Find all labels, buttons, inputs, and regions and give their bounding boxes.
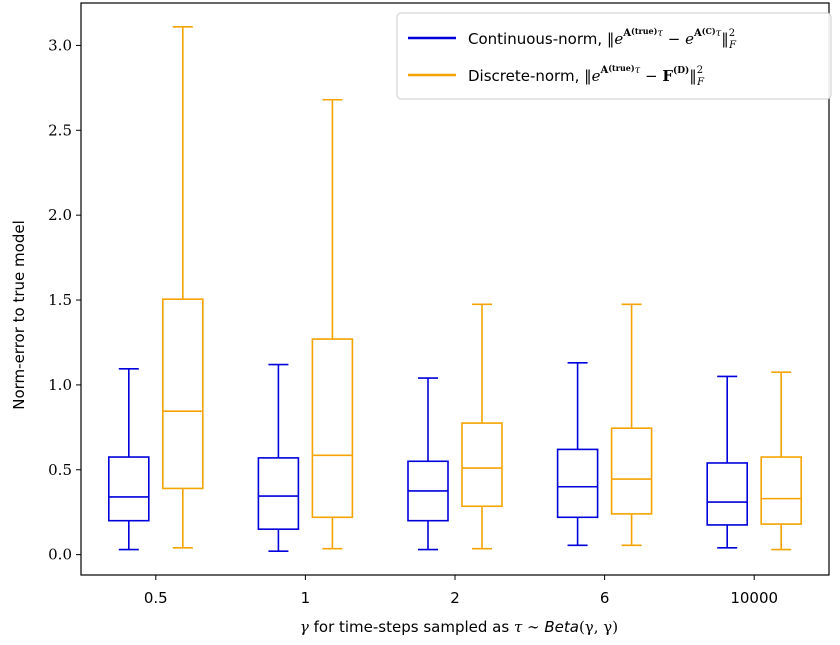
y-axis: 0.0 0.5 1.0 1.5 2.0 2.5 3.0 [48, 36, 81, 564]
box-discrete-0.5 [162, 25, 204, 549]
box-discrete-1 [311, 98, 354, 550]
legend-frame [396, 12, 832, 100]
x-axis-label-tau: τ ∼ [514, 618, 544, 636]
x-tick-label: 1 [301, 589, 311, 607]
box-continuous-10000 [706, 375, 749, 549]
box-series [108, 25, 803, 553]
box-iqr [461, 422, 503, 508]
x-tick-label: 10000 [730, 589, 778, 607]
box-iqr [311, 338, 354, 519]
box-continuous-1 [257, 363, 300, 553]
y-tick-label: 2.5 [48, 121, 72, 139]
y-tick-label: 0.0 [48, 546, 72, 564]
box-iqr [760, 456, 803, 525]
box-continuous-0.5 [108, 367, 150, 551]
legend: Continuous-norm, ‖eA(true)τ − eA(C)τ‖2 F … [396, 12, 832, 100]
box-iqr [108, 456, 150, 522]
x-axis-label-args: (γ, γ) [579, 618, 618, 636]
x-axis: 0.5 1 2 6 10000 [144, 575, 778, 607]
y-axis-label: Norm-error to true model [10, 220, 28, 410]
box-discrete-2 [461, 303, 503, 550]
box-discrete-10000 [760, 371, 803, 551]
x-axis-label-gamma: γ [300, 618, 309, 636]
box-iqr [556, 448, 599, 519]
box-continuous-2 [407, 377, 449, 551]
legend-label-discrete: Discrete-norm, ‖eA(true)τ − F(D)‖2 F [468, 63, 705, 88]
x-tick-label: 0.5 [144, 589, 168, 607]
y-tick-label: 0.5 [48, 461, 72, 479]
y-tick-label: 1.0 [48, 376, 72, 394]
box-iqr [162, 298, 204, 490]
x-axis-label: γ for time-steps sampled as τ ∼ Beta(γ, … [300, 618, 618, 636]
box-discrete-6 [610, 303, 653, 547]
x-tick-label: 2 [450, 589, 460, 607]
box-iqr [257, 457, 300, 530]
y-tick-label: 1.5 [48, 291, 72, 309]
box-iqr [706, 462, 749, 526]
y-tick-label: 2.0 [48, 206, 72, 224]
x-tick-label: 6 [600, 589, 610, 607]
box-iqr [610, 427, 653, 515]
box-continuous-6 [556, 362, 599, 547]
y-tick-label: 3.0 [48, 36, 72, 54]
x-axis-label-text: for time-steps sampled as [309, 618, 514, 636]
x-axis-label-beta: Beta [544, 618, 579, 636]
